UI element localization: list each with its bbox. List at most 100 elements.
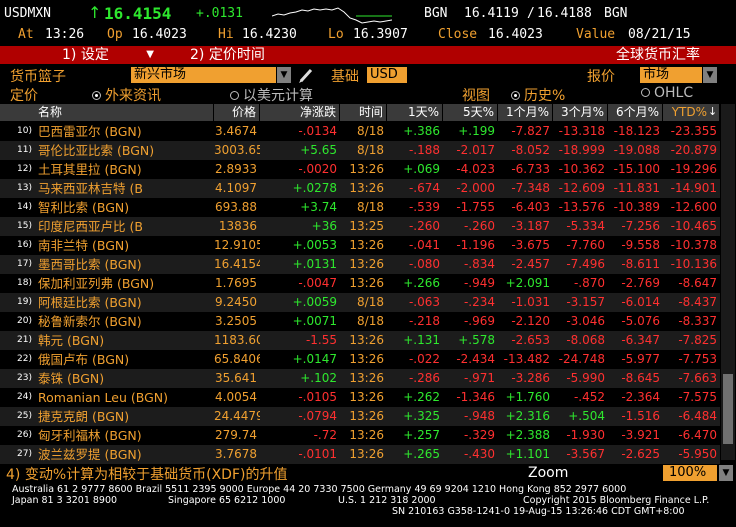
cell-m3: -.870	[573, 276, 605, 290]
col-header-name[interactable]: 名称	[0, 104, 214, 121]
table-row[interactable]: 22) 俄国卢布 (BGN) 65.8406 +.0147 13:26 -.022 -2.4…	[0, 350, 720, 369]
edit-pencil-icon[interactable]	[298, 67, 314, 83]
row-number: 12)	[17, 164, 32, 174]
ticker-symbol[interactable]: USDMXN	[4, 6, 51, 21]
cell-m1: -6.733	[511, 162, 550, 176]
cell-m1: -3.286	[511, 371, 550, 385]
currency-name[interactable]: 巴西雷亚尔 (BGN)	[38, 124, 142, 139]
footer-japan: Japan 81 3 3201 8900	[12, 495, 118, 506]
table-row[interactable]: 16) 南非兰特 (BGN) 12.9105 +.0053 13:26 -.041 -1.1…	[0, 236, 720, 255]
radio-unselected-icon	[230, 91, 239, 100]
table-row[interactable]: 12) 土耳其里拉 (BGN) 2.8933 -.0020 13:26 +.069 -4.0…	[0, 160, 720, 179]
cell-price: 24.4479	[214, 409, 260, 423]
settings-menu-label: 1) 设定	[62, 47, 109, 63]
col-header-1d[interactable]: 1天%	[387, 104, 443, 121]
table-row[interactable]: 20) 秘鲁新索尔 (BGN) 3.2505 +.0071 8/18 -.218 -.969…	[0, 312, 720, 331]
table-row[interactable]: 27) 波兰兹罗提 (BGN) 3.7678 -.0101 13:26 +.265 -.43…	[0, 445, 720, 464]
currency-name[interactable]: 阿根廷比索 (BGN)	[38, 295, 142, 310]
scrollbar-thumb[interactable]	[723, 374, 733, 444]
table-row[interactable]: 21) 韩元 (BGN) 1183.60 -1.55 13:26 +.131 +.578 -2…	[0, 331, 720, 350]
cell-d1: +.069	[403, 162, 440, 176]
pricing-option-foreign[interactable]: 外来资讯	[92, 85, 161, 105]
view-option-ohlc[interactable]: OHLC	[641, 85, 693, 101]
currency-name[interactable]: 匈牙利福林 (BGN)	[38, 428, 142, 443]
currency-name[interactable]: 保加利亚列弗 (BGN)	[38, 276, 155, 291]
table-row[interactable]: 10) 巴西雷亚尔 (BGN) 3.4674 -.0134 8/18 +.386 +.199…	[0, 122, 720, 141]
base-currency-field[interactable]: USD	[367, 67, 407, 83]
cell-d5: +.199	[458, 124, 495, 138]
cell-chg: +.0147	[292, 352, 337, 366]
table-row[interactable]: 18) 保加利亚列弗 (BGN) 1.7695 -.0047 13:26 +.266 -.9…	[0, 274, 720, 293]
cell-time: 13:26	[349, 276, 384, 290]
cell-m3: -3.046	[566, 314, 605, 328]
currency-name[interactable]: 马来西亚林吉特 (B	[38, 181, 143, 196]
currency-name[interactable]: 俄国卢布 (BGN)	[38, 352, 130, 367]
col-header-1m[interactable]: 1个月%	[498, 104, 553, 121]
currency-name[interactable]: 捷克克朗 (BGN)	[38, 409, 130, 424]
cell-d5: -.949	[463, 276, 495, 290]
table-row[interactable]: 17) 墨西哥比索 (BGN) 16.4154 +.0131 13:26 -.080 -.8…	[0, 255, 720, 274]
controls-row-basket: 货币篮子 新兴市场 ▼ 基础 USD 报价 市场 ▼	[0, 66, 736, 85]
currency-name[interactable]: 印度尼西亚卢比 (B	[38, 219, 143, 234]
cell-d5: -4.023	[456, 162, 495, 176]
currency-name[interactable]: Romanian Leu (BGN)	[38, 390, 169, 405]
col-header-time[interactable]: 时间	[340, 104, 387, 121]
basket-select[interactable]: 新兴市场	[131, 67, 276, 83]
cell-d5: -.969	[463, 314, 495, 328]
cell-d5: -.430	[463, 447, 495, 461]
high-label: Hi	[218, 27, 234, 42]
col-header-6m[interactable]: 6个月%	[608, 104, 663, 121]
currency-name[interactable]: 智利比索 (BGN)	[38, 200, 130, 215]
table-row[interactable]: 13) 马来西亚林吉特 (B 4.1097 +.0278 13:26 -.674 -2.00…	[0, 179, 720, 198]
table-row[interactable]: 15) 印度尼西亚卢比 (B 13836 +36 13:25 -.260 -.260 -3.1…	[0, 217, 720, 236]
currency-name[interactable]: 土耳其里拉 (BGN)	[38, 162, 142, 177]
chevron-down-icon[interactable]: ▼	[719, 465, 733, 481]
table-row[interactable]: 23) 泰铢 (BGN) 35.641 +.102 13:26 -.286 -.971 -3.…	[0, 369, 720, 388]
cell-d5: -.260	[463, 219, 495, 233]
cell-m3: -7.496	[566, 257, 605, 271]
col-header-ytd[interactable]: YTD%	[663, 104, 720, 121]
view-option-history[interactable]: 历史%	[511, 85, 565, 105]
table-row[interactable]: 24) Romanian Leu (BGN) 4.0054 -.0105 13:26 +.…	[0, 388, 720, 407]
sort-desc-icon[interactable]: ↓	[708, 105, 718, 118]
settings-menu[interactable]: 1) 设定 ▼	[58, 46, 158, 64]
currency-name[interactable]: 秘鲁新索尔 (BGN)	[38, 314, 142, 329]
col-header-5d[interactable]: 5天%	[443, 104, 498, 121]
currency-name[interactable]: 泰铢 (BGN)	[38, 371, 105, 386]
currency-name[interactable]: 韩元 (BGN)	[38, 333, 105, 348]
zoom-select[interactable]: 100%	[663, 465, 717, 481]
currency-name[interactable]: 墨西哥比索 (BGN)	[38, 257, 142, 272]
table-row[interactable]: 11) 哥伦比亚比索 (BGN) 3003.65 +5.65 8/18 -.188 -2.0…	[0, 141, 720, 160]
chevron-down-icon[interactable]: ▼	[277, 67, 291, 83]
pricing-option-usd[interactable]: 以美元计算	[230, 85, 313, 105]
cell-ytd: -8.337	[678, 314, 717, 328]
cell-price: 3.2505	[215, 314, 257, 328]
cell-m6: -18.123	[613, 124, 660, 138]
col-header-price[interactable]: 价格	[214, 104, 260, 121]
table-row[interactable]: 19) 阿根廷比索 (BGN) 9.2450 +.0059 8/18 -.063 -.234…	[0, 293, 720, 312]
quote-select[interactable]: 市场	[640, 67, 702, 83]
currency-name[interactable]: 南非兰特 (BGN)	[38, 238, 130, 253]
table-row[interactable]: 26) 匈牙利福林 (BGN) 279.74 -.72 13:26 +.257 -.329 +…	[0, 426, 720, 445]
table-row[interactable]: 25) 捷克克朗 (BGN) 24.4479 -.0794 13:26 +.325 -.94…	[0, 407, 720, 426]
currency-name[interactable]: 波兰兹罗提 (BGN)	[38, 447, 142, 462]
ask-price: 16.4188	[537, 6, 592, 21]
cell-price: 1183.60	[214, 333, 260, 347]
row-number: 25)	[17, 411, 32, 421]
footnote: 4) 变动%计算为相较于基础货币(XDF)的升值	[6, 467, 288, 483]
cell-time: 8/18	[357, 200, 384, 214]
cell-d5: -.234	[463, 295, 495, 309]
currency-name[interactable]: 哥伦比亚比索 (BGN)	[38, 143, 155, 158]
low-price: 16.3907	[353, 27, 408, 42]
cell-d1: +.386	[403, 124, 440, 138]
cell-m3: +.504	[568, 409, 605, 423]
cell-m1: -13.482	[503, 352, 550, 366]
table-row[interactable]: 14) 智利比索 (BGN) 693.88 +3.74 8/18 -.539 -1.755 -…	[0, 198, 720, 217]
cell-price: 9.2450	[215, 295, 257, 309]
chevron-down-icon[interactable]: ▼	[703, 67, 717, 83]
col-header-net-change[interactable]: 净涨跌	[260, 104, 340, 121]
table-scrollbar[interactable]	[721, 104, 735, 460]
cell-ytd: -10.465	[670, 219, 717, 233]
pricing-time-menu[interactable]: 2) 定价时间	[186, 46, 326, 64]
col-header-3m[interactable]: 3个月%	[553, 104, 608, 121]
